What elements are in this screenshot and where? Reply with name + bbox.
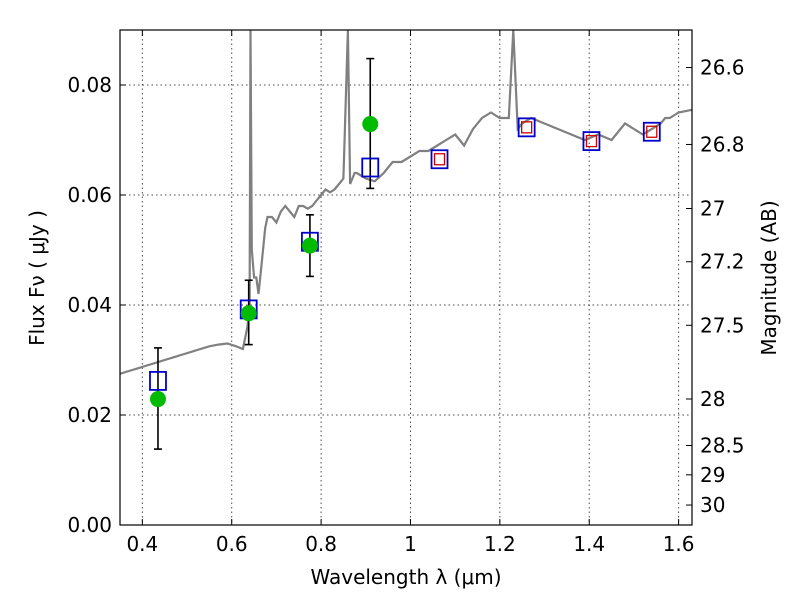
x-tick-label: 1.4 [573,532,605,556]
y-axis-label: Flux Fν ( μJy ) [25,210,49,346]
y2-tick-label: 27 [700,196,725,220]
x-tick-label: 1.2 [484,532,516,556]
axis-ticks: 0.4 0.6 0.8 1 1.2 1.4 1.6 0.00 0.02 0.04 0.06 0.08 2… [67,30,745,556]
observed-flux-point [240,305,257,322]
observed-flux-point [149,391,166,408]
synthetic-flux-square [582,131,601,152]
y-tick-label: 0.08 [67,73,112,97]
synthetic-flux-square [517,117,536,138]
y2-tick-label: 27.5 [700,313,745,337]
y2-tick-label: 29 [700,463,725,487]
y-tick-label: 0.04 [67,293,112,317]
synthetic-flux-square [642,121,661,142]
synthetic-flux-inner-square [585,134,598,148]
synthetic-flux-square [361,157,380,178]
x-tick-label: 1 [404,532,417,556]
y2-tick-label: 27.2 [700,250,745,274]
y2-axis-label: Magnitude (AB) [757,200,781,355]
x-tick-label: 0.4 [126,532,158,556]
x-tick-label: 0.8 [305,532,337,556]
plot-frame [119,29,693,526]
plot-background [120,30,692,525]
y-tick-label: 0.02 [67,403,112,427]
x-axis-label: Wavelength λ (μm) [310,565,501,589]
synthetic-flux-square [149,370,167,391]
y-tick-label: 0.06 [67,183,112,207]
x-tick-label: 0.6 [216,532,248,556]
synthetic-flux-inner-square [646,125,658,138]
synthetic-flux-inner-square [521,121,533,134]
y2-tick-label: 26.6 [700,56,745,80]
y2-tick-label: 30 [700,493,725,517]
synthetic-flux-inner-square [433,153,446,166]
observed-flux-point [301,237,318,254]
y-tick-label: 0.00 [67,513,112,537]
y2-tick-label: 28 [700,387,725,411]
model-spectrum-layer [120,30,692,375]
x-tick-label: 1.6 [663,532,695,556]
model-spectrum-line [120,30,692,375]
y2-tick-label: 28.5 [700,433,745,457]
y2-tick-label: 26.8 [700,132,745,156]
observed-flux-point [362,116,379,133]
observed-flux-markers [149,116,379,408]
synthetic-flux-square [430,149,449,170]
